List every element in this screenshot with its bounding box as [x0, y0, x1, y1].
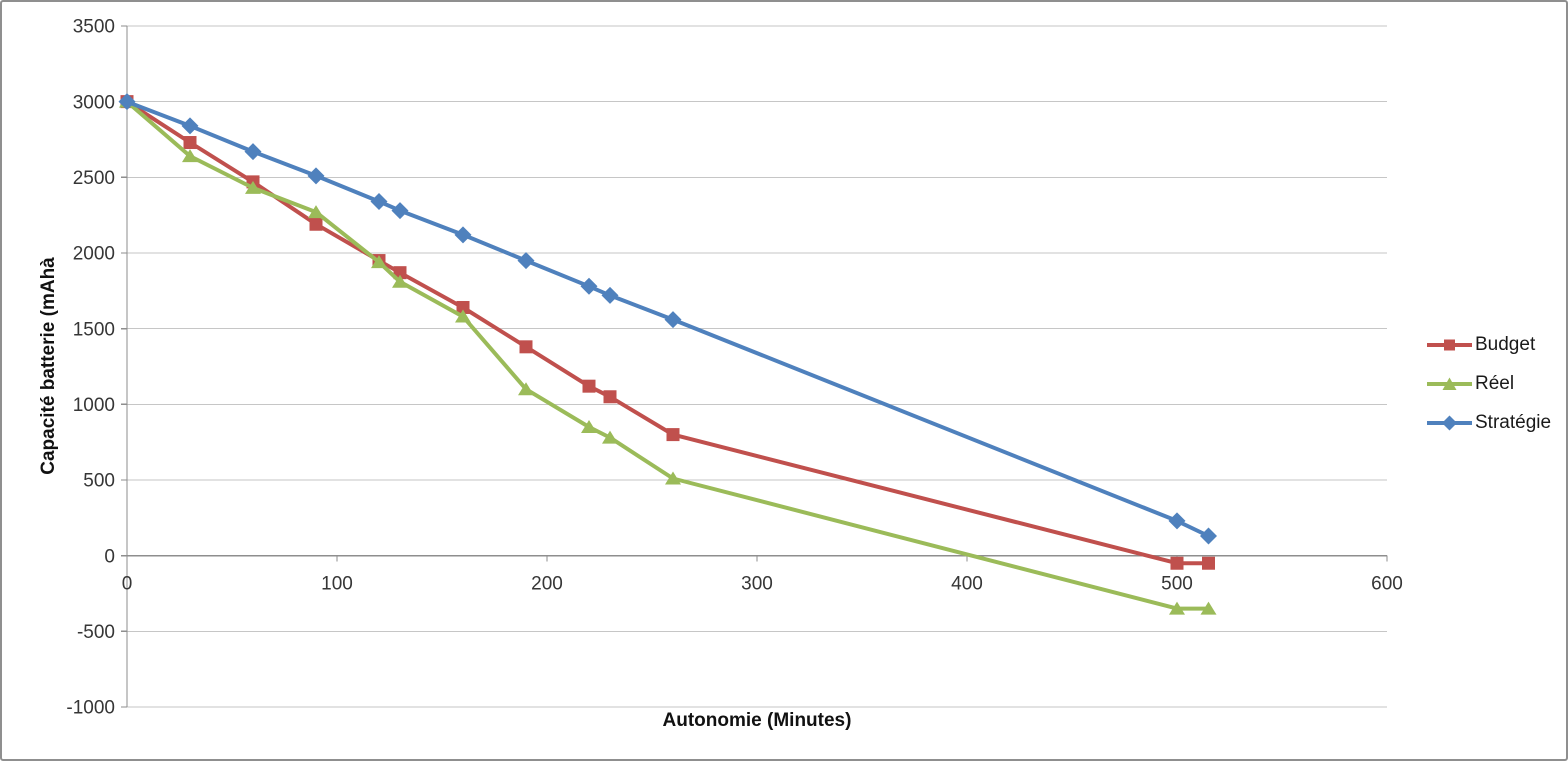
- data-point-stratégie: [370, 193, 388, 211]
- x-axis-title: Autonomie (Minutes): [662, 710, 852, 731]
- y-axis-tick-label: 3500: [73, 17, 115, 38]
- x-axis-tick-label: 200: [531, 574, 563, 595]
- data-point-réel: [308, 205, 324, 219]
- y-axis-tick-label: 500: [83, 471, 115, 492]
- data-point-réel: [581, 420, 597, 434]
- data-point-stratégie: [664, 311, 682, 329]
- data-point-stratégie: [580, 277, 598, 295]
- legend-item-reel[interactable]: Réel: [1426, 373, 1551, 395]
- budget-series-legend-marker-icon: [1427, 339, 1472, 351]
- data-point-stratégie: [517, 252, 535, 270]
- legend-label-strategie: Stratégie: [1475, 412, 1552, 433]
- legend-item-strategie[interactable]: Stratégie: [1426, 412, 1551, 434]
- series-line-budget: [125, 99, 1211, 566]
- data-point-réel: [182, 149, 198, 163]
- x-axis-tick-label: 600: [1371, 574, 1403, 595]
- data-point-stratégie: [181, 117, 199, 135]
- y-axis-tick-label: 2000: [73, 244, 115, 265]
- y-axis-tick-label: 1500: [73, 319, 115, 340]
- data-point-budget: [456, 300, 470, 314]
- data-point-réel: [1169, 601, 1185, 615]
- x-axis-tick-label: 0: [122, 574, 133, 595]
- data-point-stratégie: [1168, 512, 1186, 530]
- legend-label-budget: Budget: [1475, 334, 1536, 355]
- data-point-stratégie: [391, 202, 409, 220]
- data-point-réel: [455, 309, 471, 323]
- data-point-budget: [183, 136, 197, 150]
- data-point-budget: [603, 390, 617, 404]
- legend-label-reel: Réel: [1475, 373, 1515, 394]
- data-point-budget: [393, 266, 407, 280]
- data-point-budget: [666, 428, 680, 442]
- y-axis-tick-label: 0: [104, 546, 115, 567]
- y-axis-tick-label: -500: [77, 622, 115, 643]
- data-point-budget: [519, 340, 533, 354]
- y-axis-tick-label: 2500: [73, 168, 115, 189]
- x-axis-tick-label: 400: [951, 574, 983, 595]
- data-point-stratégie: [1200, 527, 1217, 545]
- data-point-réel: [602, 430, 618, 444]
- legend-item-budget[interactable]: Budget: [1426, 334, 1551, 356]
- data-point-réel: [392, 274, 408, 288]
- reel-series-legend-marker-icon: [1427, 377, 1472, 390]
- y-axis-tick-label: 3000: [73, 92, 115, 113]
- data-point-stratégie: [118, 93, 136, 111]
- x-axis-tick-label: 100: [321, 574, 353, 595]
- data-point-budget: [1170, 556, 1184, 570]
- data-point-stratégie: [454, 226, 472, 244]
- strategie-series-legend-marker-icon: [1427, 415, 1472, 431]
- data-point-réel: [371, 255, 387, 269]
- data-point-budget: [582, 379, 596, 393]
- data-point-stratégie: [601, 286, 619, 304]
- y-axis-tick-label: 1000: [73, 395, 115, 416]
- data-point-réel: [518, 382, 534, 396]
- data-point-réel: [1200, 601, 1217, 615]
- data-point-budget: [1202, 556, 1215, 570]
- y-axis-tick-label: -1000: [66, 698, 115, 719]
- data-point-réel: [665, 471, 681, 485]
- x-axis-tick-label: 500: [1161, 574, 1193, 595]
- data-point-réel: [245, 180, 261, 194]
- y-axis-title: Capacité batterie (mAhà: [38, 257, 59, 475]
- data-point-stratégie: [244, 143, 262, 161]
- chart-legend: Budget Réel Stratégie: [1426, 334, 1551, 434]
- data-point-stratégie: [307, 167, 325, 185]
- x-axis-tick-label: 300: [741, 574, 773, 595]
- data-point-budget: [309, 217, 323, 231]
